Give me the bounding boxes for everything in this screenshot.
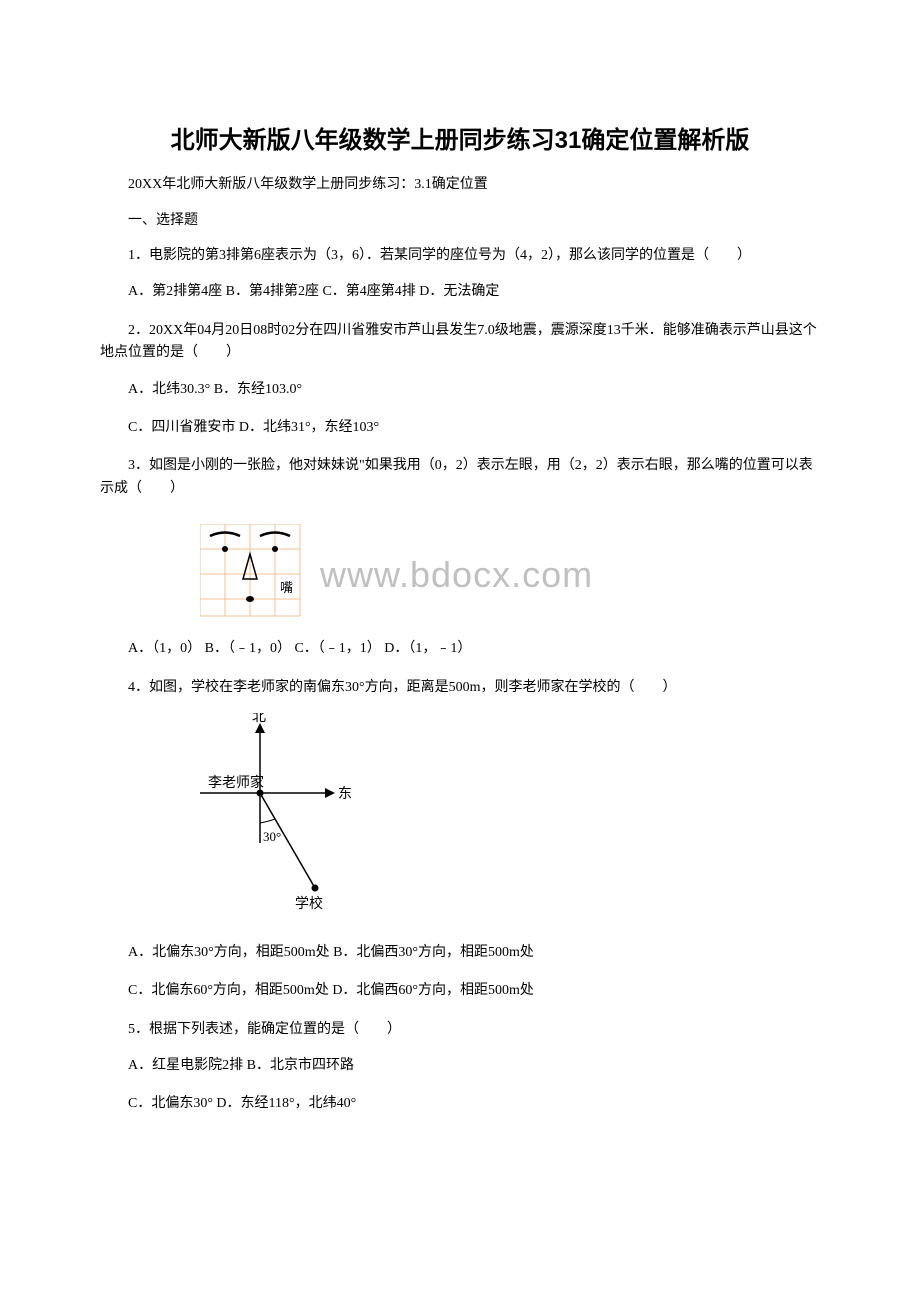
subtitle: 20XX年北师大新版八年级数学上册同步练习：3.1确定位置 — [100, 173, 820, 193]
question-4-options-cd: C．北偏东60°方向，相距500m处 D．北偏西60°方向，相距500m处 — [100, 980, 820, 1002]
school-label: 学校 — [295, 895, 323, 912]
question-2-text: 2．20XX年04月20日08时02分在四川省雅安市芦山县发生7.0级地震，震源… — [100, 320, 820, 365]
question-3-figure: 嘴 www.bdocx.com — [200, 524, 310, 624]
section-header: 一、选择题 — [100, 209, 820, 229]
question-2-options-cd: C．四川省雅安市 D．北纬31°，东经103° — [100, 417, 820, 439]
watermark-text: www.bdocx.com — [320, 554, 593, 596]
question-5-options-cd: C．北偏东30° D．东经118°，北纬40° — [100, 1093, 820, 1115]
compass-svg: 北 东 李老师家 学校 30° — [200, 713, 380, 923]
east-label: 东 — [338, 786, 352, 802]
question-5-options-ab: A．红星电影院2排 B．北京市四环路 — [100, 1055, 820, 1077]
question-4-figure: 北 东 李老师家 学校 30° — [200, 713, 820, 928]
mouth-label: 嘴 — [280, 580, 293, 595]
question-2-options-ab: A．北纬30.3° B．东经103.0° — [100, 379, 820, 401]
question-5-text: 5．根据下列表述，能确定位置的是（ ） — [100, 1019, 820, 1041]
angle-label: 30° — [263, 829, 281, 844]
question-4-options-ab: A．北偏东30°方向，相距500m处 B．北偏西30°方向，相距500m处 — [100, 942, 820, 964]
question-4-text: 4．如图，学校在李老师家的南偏东30°方向，距离是500m，则李老师家在学校的（… — [100, 677, 820, 699]
question-1-options: A．第2排第4座 B．第4排第2座 C．第4座第4排 D．无法确定 — [100, 281, 820, 303]
question-3-options: A．（1，0） B．（﹣1，0） C．（﹣1，1） D．（1，﹣1） — [100, 638, 820, 660]
north-label: 北 — [252, 713, 266, 725]
teacher-label: 李老师家 — [208, 774, 264, 791]
face-grid-svg: 嘴 — [200, 524, 310, 619]
question-3-text: 3．如图是小刚的一张脸，他对妹妹说"如果我用（0，2）表示左眼，用（2，2）表示… — [100, 455, 820, 500]
page-title: 北师大新版八年级数学上册同步练习31确定位置解析版 — [100, 120, 820, 155]
question-1-text: 1．电影院的第3排第6座表示为（3，6）．若某同学的座位号为（4，2），那么该同… — [100, 245, 820, 267]
